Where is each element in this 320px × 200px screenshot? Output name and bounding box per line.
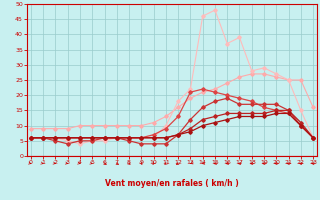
- X-axis label: Vent moyen/en rafales ( km/h ): Vent moyen/en rafales ( km/h ): [105, 179, 239, 188]
